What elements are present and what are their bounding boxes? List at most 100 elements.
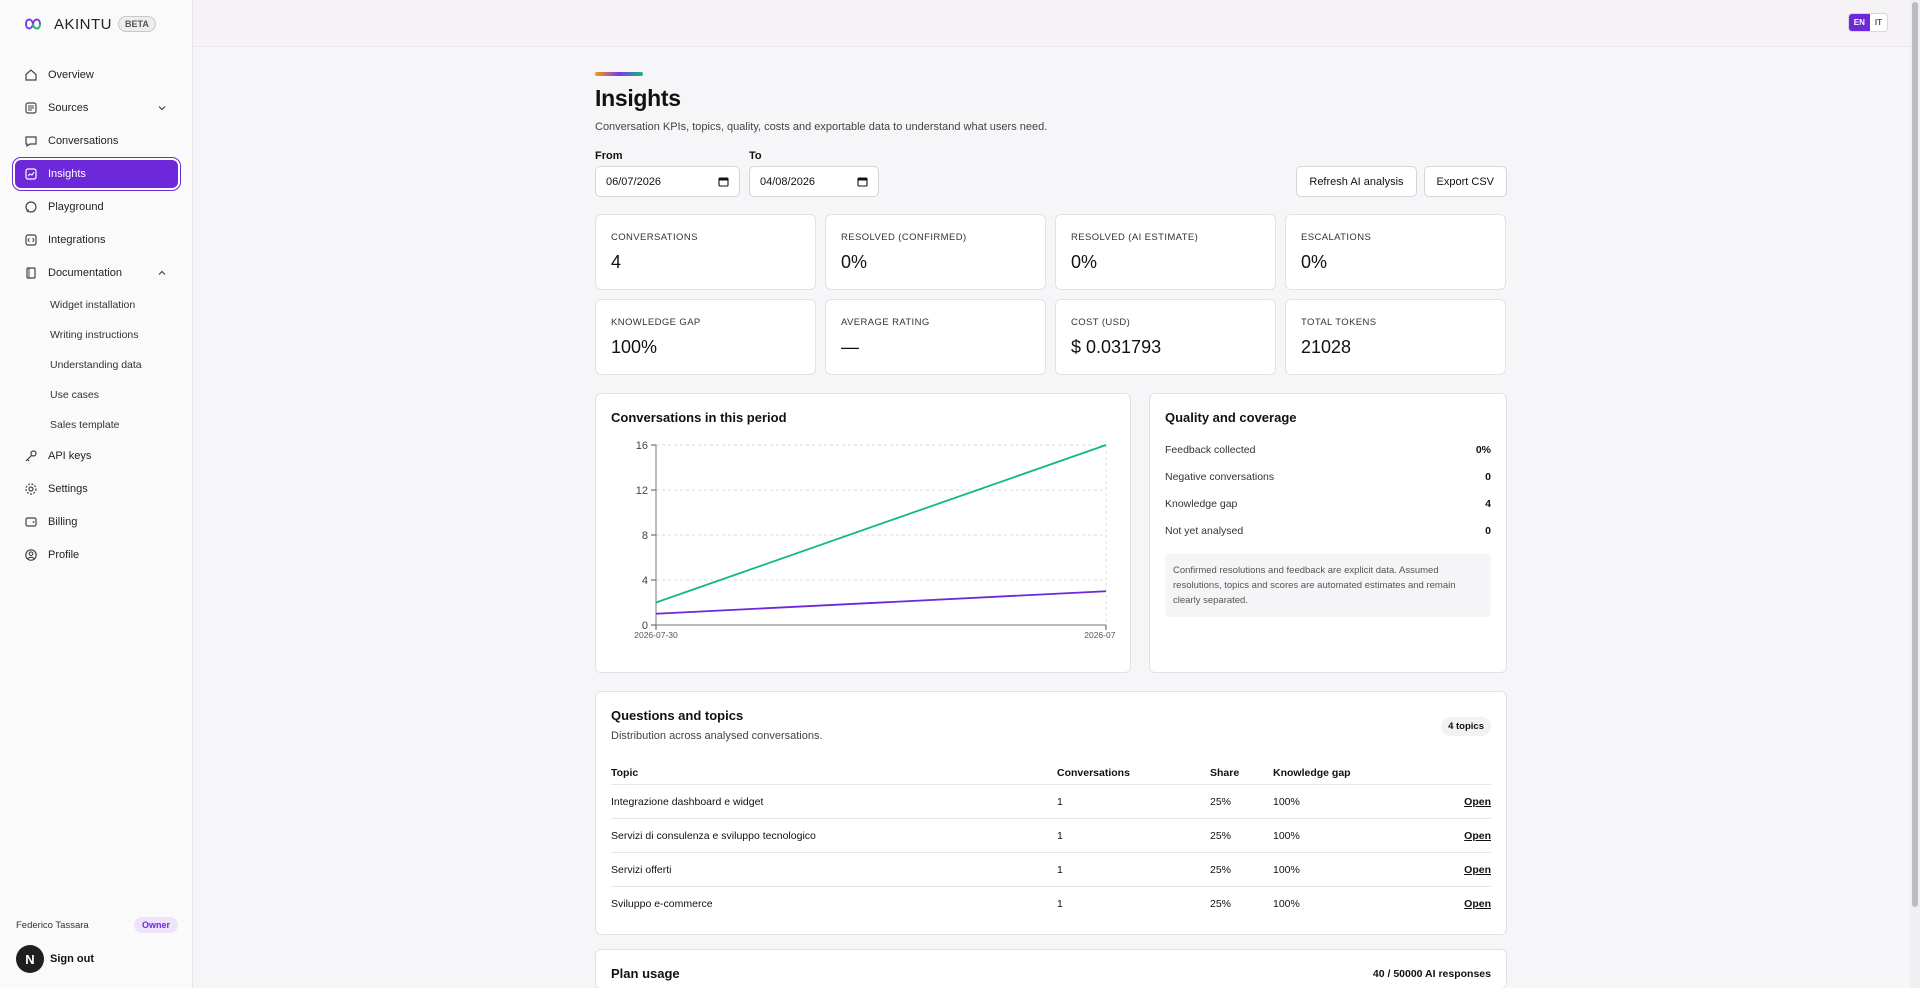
conversations-chart-card: Conversations in this period 0 4 8 12 16 2026… [595,393,1131,673]
quality-value: 0 [1485,471,1491,483]
to-label: To [749,150,762,162]
top-header: EN IT [193,0,1910,47]
quality-row: Not yet analysed 0 [1165,525,1491,537]
to-date-input[interactable]: 04/08/2026 [749,166,879,197]
nav-sub-sales-template[interactable]: Sales template [50,418,120,431]
kpi-label: AVERAGE RATING [841,317,930,328]
kpi-card: TOTAL TOKENS 21028 [1285,299,1506,375]
wallet-icon [24,515,38,529]
calendar-icon[interactable] [857,176,868,187]
calendar-icon[interactable] [718,176,729,187]
plan-usage-value: 40 / 50000 AI responses [1372,968,1491,980]
beta-badge: BETA [118,16,156,32]
topics-subtitle: Distribution across analysed conversatio… [611,730,823,742]
from-date-input[interactable]: 06/07/2026 [595,166,740,197]
page-scrollbar[interactable] [1910,0,1920,988]
nav-item-integrations[interactable]: Integrations [15,226,178,254]
quality-value: 0 [1485,525,1491,537]
open-link[interactable]: Open [1464,863,1491,876]
open-link[interactable]: Open [1464,795,1491,808]
topics-title: Questions and topics [611,708,744,723]
nav-item-overview[interactable]: Overview [15,61,178,89]
key-icon [24,449,38,463]
y-tick-label: 4 [642,575,648,587]
kpi-value: 100% [611,337,658,357]
page-title: Insights [595,85,681,111]
nav-label: Settings [48,483,88,495]
nav-item-billing[interactable]: Billing [15,508,178,536]
gap-cell: 100% [1273,897,1300,910]
conversations-cell: 1 [1057,795,1063,808]
header-share: Share [1210,767,1240,779]
nav-sub-use-cases[interactable]: Use cases [50,388,100,401]
open-link[interactable]: Open [1464,829,1491,842]
x-tick-label: 2026-07-30 [634,630,678,640]
conversations-cell: 1 [1057,863,1063,876]
export-csv-button[interactable]: Export CSV [1423,166,1507,197]
chart-title: Conversations in this period [611,410,787,425]
conversations-cell: 1 [1057,829,1063,842]
nav-label: Overview [48,69,94,81]
open-link[interactable]: Open [1464,897,1491,910]
lang-it-button[interactable]: IT [1869,14,1887,31]
nav-item-api-keys[interactable]: API keys [15,442,178,470]
table-row: Sviluppo e-commerce 1 25% 100% Open [611,886,1491,920]
kpi-card: ESCALATIONS 0% [1285,214,1506,290]
nav-item-conversations[interactable]: Conversations [15,127,178,155]
main-nav: Overview Sources Conversations Insights … [15,61,178,574]
avatar: N [16,945,44,973]
chart-icon [24,167,38,181]
kpi-label: COST (USD) [1071,317,1131,328]
kpi-card: COST (USD) $ 0.031793 [1055,299,1276,375]
gap-cell: 100% [1273,829,1300,842]
conversations-cell: 1 [1057,897,1063,910]
nav-item-settings[interactable]: Settings [15,475,178,503]
language-switcher: EN IT [1847,13,1888,32]
nav-item-profile[interactable]: Profile [15,541,178,569]
kpi-value: $ 0.031793 [1071,337,1162,357]
chevron-down-icon[interactable] [156,102,168,114]
page-subtitle: Conversation KPIs, topics, quality, cost… [595,121,1048,133]
nav-sub-widget-installation[interactable]: Widget installation [50,298,136,311]
nav-item-sources[interactable]: Sources [15,94,178,122]
quality-value: 4 [1485,498,1491,510]
chevron-up-icon[interactable] [156,267,168,279]
nav-item-insights[interactable]: Insights [15,160,178,188]
to-field: To 04/08/2026 [749,150,879,197]
user-row: Federico Tassara Owner [16,917,178,933]
gap-cell: 100% [1273,863,1300,876]
conversations-line-chart: 0 4 8 12 16 2026-07-30 2026-07-31 [634,440,1116,640]
kpi-grid: CONVERSATIONS 4 RESOLVED (CONFIRMED) 0% RE… [595,214,1507,375]
header-topic: Topic [611,767,639,779]
quality-title: Quality and coverage [1165,410,1297,425]
nav-sub-understanding-data[interactable]: Understanding data [50,358,142,371]
nav-item-playground[interactable]: Playground [15,193,178,221]
share-cell: 25% [1210,863,1232,876]
y-tick-label: 16 [636,440,648,452]
chat-icon [24,134,38,148]
y-tick-label: 12 [636,485,648,497]
quality-label: Feedback collected [1165,444,1256,456]
sign-out-button[interactable]: N Sign out [16,945,178,973]
kpi-label: ESCALATIONS [1301,232,1372,243]
nav-item-documentation[interactable]: Documentation [15,259,178,287]
lang-en-button[interactable]: EN [1848,14,1870,31]
gear-icon [24,482,38,496]
nav-label: Playground [48,201,104,213]
kpi-value: 0% [1301,252,1328,272]
message-icon [24,200,38,214]
kpi-value: 21028 [1301,337,1352,357]
refresh-ai-analysis-button[interactable]: Refresh AI analysis [1296,166,1417,197]
scrollbar-thumb[interactable] [1912,2,1918,907]
quality-card: Quality and coverage Feedback collected 0… [1149,393,1507,673]
from-date-value: 06/07/2026 [606,175,662,188]
brand[interactable]: AKINTU BETA [18,14,156,34]
nav-sub-writing-instructions[interactable]: Writing instructions [50,328,139,341]
from-field: From 06/07/2026 [595,150,740,197]
kpi-value: 4 [611,252,622,272]
sidebar: AKINTU BETA Overview Sources Conversatio… [0,0,193,988]
quality-row: Feedback collected 0% [1165,444,1491,456]
kpi-value: 0% [841,252,868,272]
kpi-label: RESOLVED (AI ESTIMATE) [1071,232,1199,243]
plan-usage-card: Plan usage 40 / 50000 AI responses [595,949,1507,988]
